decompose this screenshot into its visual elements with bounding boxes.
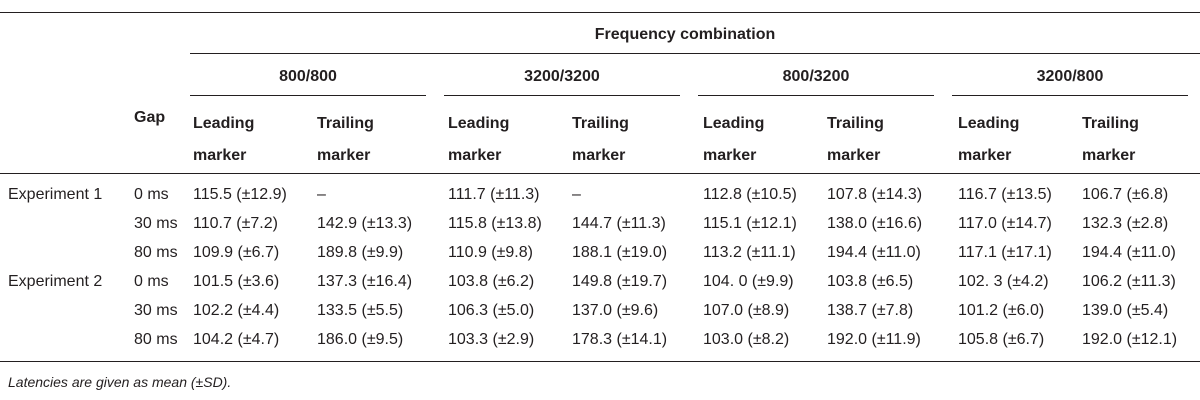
table-cell: 186.0 (±9.5)	[317, 331, 404, 348]
table-cell: –	[572, 186, 581, 203]
subheader-line1: Trailing	[1082, 115, 1139, 132]
subheader-trailing-3200-3200: Trailing marker	[572, 108, 629, 172]
group-header-800-800: 800/800	[279, 68, 337, 85]
table-cell: 117.0 (±14.7)	[958, 215, 1052, 232]
gap-header: Gap	[134, 109, 166, 126]
table-cell: 142.9 (±13.3)	[317, 215, 413, 232]
table-cell: 110.9 (±9.8)	[448, 244, 533, 261]
header-bottom-rule	[0, 173, 1200, 174]
table-cell: 115.5 (±12.9)	[193, 186, 287, 203]
subheader-line2: marker	[572, 147, 626, 164]
table-cell: 107.8 (±14.3)	[827, 186, 923, 203]
row-gap: 30 ms	[134, 215, 178, 232]
subheader-line1: Trailing	[572, 115, 629, 132]
table-cell: 192.0 (±11.9)	[827, 331, 921, 348]
group-header-3200-3200: 3200/3200	[524, 68, 600, 85]
row-gap: 80 ms	[134, 244, 178, 261]
table-cell: 104. 0 (±9.9)	[703, 273, 794, 290]
table-cell: 103.3 (±2.9)	[448, 331, 535, 348]
group-rule-3200-800	[952, 95, 1188, 96]
table-cell: 115.8 (±13.8)	[448, 215, 542, 232]
table-cell: 137.0 (±9.6)	[572, 302, 659, 319]
table-cell: 188.1 (±19.0)	[572, 244, 668, 261]
bottom-rule	[0, 361, 1200, 362]
subheader-leading-800-3200: Leading marker	[703, 108, 764, 172]
table-cell: 106.2 (±11.3)	[1082, 273, 1176, 290]
table-cell: 117.1 (±17.1)	[958, 244, 1052, 261]
table-cell: 115.1 (±12.1)	[703, 215, 797, 232]
table-cell: 106.7 (±6.8)	[1082, 186, 1169, 203]
table-cell: 105.8 (±6.7)	[958, 331, 1045, 348]
table-cell: 106.3 (±5.0)	[448, 302, 535, 319]
group-rule-800-3200	[698, 95, 934, 96]
table-cell: 113.2 (±11.1)	[703, 244, 796, 261]
table-cell: 178.3 (±14.1)	[572, 331, 668, 348]
row-gap: 30 ms	[134, 302, 178, 319]
subheader-trailing-800-800: Trailing marker	[317, 108, 374, 172]
subheader-trailing-3200-800: Trailing marker	[1082, 108, 1139, 172]
subheader-line2: marker	[827, 147, 881, 164]
subheader-line2: marker	[317, 147, 371, 164]
group-header-3200-800: 3200/800	[1036, 68, 1104, 85]
table-cell: 116.7 (±13.5)	[958, 186, 1052, 203]
subheader-line1: Leading	[703, 115, 765, 132]
group-header-800-3200: 800/3200	[782, 68, 850, 85]
subheader-leading-3200-3200: Leading marker	[448, 108, 509, 172]
table-cell: 139.0 (±5.4)	[1082, 302, 1169, 319]
table-cell: 137.3 (±16.4)	[317, 273, 413, 290]
table-cell: 149.8 (±19.7)	[572, 273, 668, 290]
subheader-line2: marker	[193, 147, 247, 164]
row-gap: 80 ms	[134, 331, 178, 348]
table-cell: 103.8 (±6.5)	[827, 273, 914, 290]
group-rule-800-800	[190, 95, 426, 96]
table-cell: 101.5 (±3.6)	[193, 273, 280, 290]
group-rule-3200-3200	[444, 95, 680, 96]
table-cell: 110.7 (±7.2)	[193, 215, 278, 232]
table-cell: 138.0 (±16.6)	[827, 215, 923, 232]
table-cell: 103.0 (±8.2)	[703, 331, 790, 348]
spanner-header: Frequency combination	[594, 26, 776, 43]
table-cell: 107.0 (±8.9)	[703, 302, 790, 319]
table-cell: 104.2 (±4.7)	[193, 331, 280, 348]
table-cell: 111.7 (±11.3)	[448, 186, 540, 203]
table-cell: 132.3 (±2.8)	[1082, 215, 1169, 232]
table-cell: 194.4 (±11.0)	[1082, 244, 1176, 261]
row-gap: 0 ms	[134, 186, 169, 203]
table-cell: 144.7 (±11.3)	[572, 215, 666, 232]
row-experiment-label: Experiment 2	[8, 273, 103, 290]
table-cell: 138.7 (±7.8)	[827, 302, 914, 319]
table-cell: 102. 3 (±4.2)	[958, 273, 1049, 290]
table-cell: 103.8 (±6.2)	[448, 273, 535, 290]
subheader-trailing-800-3200: Trailing marker	[827, 108, 884, 172]
table-cell: 189.8 (±9.9)	[317, 244, 404, 261]
subheader-line2: marker	[958, 147, 1012, 164]
table-cell: 194.4 (±11.0)	[827, 244, 921, 261]
table-cell: 192.0 (±12.1)	[1082, 331, 1178, 348]
subheader-line1: Leading	[448, 115, 510, 132]
table-cell: –	[317, 186, 326, 203]
subheader-line2: marker	[448, 147, 502, 164]
subheader-leading-3200-800: Leading marker	[958, 108, 1019, 172]
subheader-line2: marker	[703, 147, 757, 164]
subheader-line1: Trailing	[317, 115, 374, 132]
table-cell: 101.2 (±6.0)	[958, 302, 1045, 319]
row-experiment-label: Experiment 1	[8, 186, 103, 203]
subheader-line2: marker	[1082, 147, 1136, 164]
table-cell: 112.8 (±10.5)	[703, 186, 797, 203]
table-cell: 102.2 (±4.4)	[193, 302, 280, 319]
top-rule	[0, 12, 1200, 13]
row-gap: 0 ms	[134, 273, 169, 290]
table-footnote: Latencies are given as mean (±SD).	[8, 374, 232, 390]
subheader-line1: Leading	[958, 115, 1020, 132]
subheader-line1: Trailing	[827, 115, 884, 132]
subheader-leading-800-800: Leading marker	[193, 108, 254, 172]
table-cell: 133.5 (±5.5)	[317, 302, 404, 319]
spanner-rule	[190, 53, 1200, 54]
table-cell: 109.9 (±6.7)	[193, 244, 280, 261]
subheader-line1: Leading	[193, 115, 255, 132]
